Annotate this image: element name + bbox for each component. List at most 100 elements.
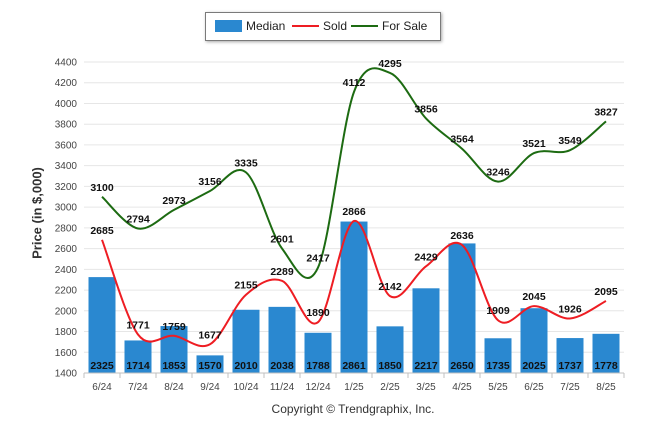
x-tick-label: 3/25: [416, 382, 436, 393]
y-tick-label: 2600: [55, 244, 78, 255]
median-bar: [520, 308, 548, 373]
for-sale-value-label: 3827: [594, 106, 618, 118]
median-bar: [376, 326, 404, 373]
median-bar: [304, 332, 332, 373]
y-tick-label: 2400: [55, 265, 78, 276]
for-sale-line: [101, 67, 607, 279]
sold-value-label: 2155: [234, 280, 258, 292]
median-value-label: 1853: [162, 360, 186, 372]
median-bar: [340, 221, 368, 373]
x-tick-label: 8/24: [164, 382, 184, 393]
legend-forsale-swatch: [351, 25, 378, 27]
sold-value-label: 2142: [378, 281, 402, 293]
x-tick-label: 6/25: [524, 382, 544, 393]
for-sale-value-label: 3156: [198, 176, 222, 188]
sold-value-label: 1771: [126, 320, 150, 332]
y-tick-label: 3800: [55, 120, 78, 131]
median-bars: [88, 221, 620, 373]
sold-value-label: 1909: [486, 305, 510, 317]
sold-value-label: 2095: [594, 286, 618, 298]
legend-sold: Sold: [292, 19, 347, 33]
for-sale-value-label: 2794: [126, 213, 150, 225]
x-tick-label: 9/24: [200, 382, 220, 393]
for-sale-value-label: 2601: [270, 233, 294, 245]
x-tick-label: 6/24: [92, 382, 112, 393]
for-sale-value-label: 4295: [378, 58, 402, 70]
median-bar: [592, 333, 620, 373]
for-sale-value-label: 2973: [162, 195, 186, 207]
y-tick-label: 3000: [55, 203, 78, 214]
y-axis-title: Price (in $,000): [29, 167, 45, 259]
median-bar: [268, 306, 296, 373]
sold-line: [101, 220, 607, 348]
y-tick-label: 3600: [55, 140, 78, 151]
median-bar: [124, 340, 152, 373]
median-bar: [412, 288, 440, 373]
for-sale-value-label: 3549: [558, 135, 582, 147]
median-value-label: 2025: [522, 360, 546, 372]
median-bar: [196, 355, 224, 373]
median-value-label: 1778: [594, 360, 618, 372]
x-tick-label: 5/25: [488, 382, 508, 393]
median-bar: [448, 243, 476, 373]
x-tick-label: 2/25: [380, 382, 400, 393]
legend-median: Median: [215, 19, 285, 33]
sold-value-label: 2866: [342, 206, 366, 218]
for-sale-value-label: 2417: [306, 253, 330, 265]
data-labels: 2325 1714 1853 1570 2010 2038 1788 2861 1850 2217…: [90, 58, 618, 372]
legend-sold-swatch: [292, 25, 319, 27]
sold-value-label: 1926: [558, 303, 582, 315]
median-bar: [88, 277, 116, 373]
sold-value-label: 2289: [270, 266, 294, 278]
for-sale-value-label: 3521: [522, 138, 546, 150]
for-sale-value-label: 3100: [90, 182, 114, 194]
x-tick-label: 11/24: [270, 382, 295, 393]
legend-forsale: For Sale: [351, 19, 427, 33]
y-tick-label: 1800: [55, 327, 78, 338]
sold-value-label: 2045: [522, 291, 546, 303]
median-value-label: 1737: [558, 360, 582, 372]
for-sale-value-label: 3335: [234, 157, 258, 169]
median-value-label: 1735: [486, 360, 510, 372]
copyright-text: Copyright © Trendgraphix, Inc.: [271, 402, 435, 416]
median-value-label: 2217: [414, 360, 438, 372]
sold-value-label: 1677: [198, 329, 222, 341]
median-bar: [556, 338, 584, 373]
sold-value-label: 1890: [306, 307, 330, 319]
for-sale-value-label: 3564: [450, 134, 474, 146]
median-bar: [232, 309, 260, 373]
axes: 1400 1600 1800 2000 2200 2400 2600 2800 3000 3200…: [55, 58, 625, 393]
legend-median-label: Median: [246, 19, 286, 33]
y-tick-label: 1400: [55, 369, 78, 380]
sold-value-label: 2685: [90, 225, 114, 237]
chart-legend: Median Sold For Sale: [205, 12, 441, 41]
median-bar: [484, 338, 512, 373]
y-tick-label: 2200: [55, 286, 78, 297]
sold-value-label: 2429: [414, 251, 438, 263]
x-tick-label: 7/24: [128, 382, 148, 393]
x-tick-label: 7/25: [560, 382, 580, 393]
median-value-label: 2038: [270, 360, 294, 372]
y-tick-label: 3400: [55, 161, 78, 172]
median-value-label: 1850: [378, 360, 402, 372]
sold-value-label: 1759: [162, 321, 186, 333]
y-tick-label: 1600: [55, 348, 78, 359]
median-value-label: 2010: [234, 360, 258, 372]
sold-value-label: 2636: [450, 230, 474, 242]
for-sale-value-label: 3246: [486, 167, 510, 179]
x-tick-label: 4/25: [452, 382, 472, 393]
x-tick-label: 1/25: [344, 382, 364, 393]
y-tick-label: 3200: [55, 182, 78, 193]
for-sale-value-label: 3856: [414, 103, 438, 115]
median-bar: [160, 326, 188, 373]
for-sale-value-label: 4112: [343, 77, 366, 89]
median-value-label: 1570: [198, 360, 222, 372]
y-tick-label: 4200: [55, 78, 78, 89]
legend-forsale-label: For Sale: [382, 19, 428, 33]
legend-median-swatch: [215, 20, 242, 32]
median-value-label: 2650: [450, 360, 474, 372]
y-tick-label: 4400: [55, 58, 78, 69]
x-tick-label: 12/24: [305, 382, 330, 393]
x-tick-label: 10/24: [233, 382, 258, 393]
